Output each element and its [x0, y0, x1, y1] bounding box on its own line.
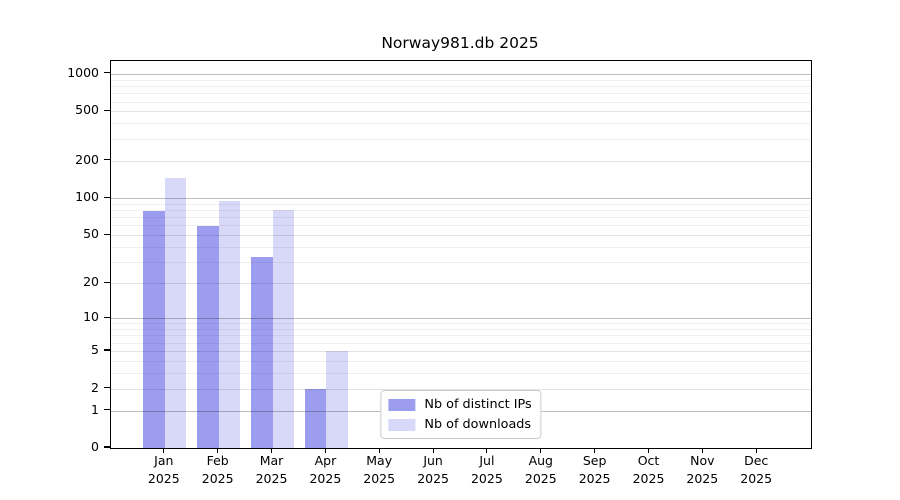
x-tick-mark — [701, 448, 703, 453]
bar-downloads-mar — [272, 210, 294, 448]
x-tick-label: Nov 2025 — [670, 452, 734, 487]
x-tick-mark — [270, 448, 273, 453]
x-tick-year: 2025 — [309, 470, 342, 486]
x-tick-mark — [324, 448, 326, 453]
y-tick-mark — [104, 159, 110, 161]
y-tick-label: 2 — [91, 379, 99, 395]
y-tick-mark — [104, 349, 110, 351]
x-tick-mark — [647, 448, 650, 453]
x-tick-month: Jul — [479, 453, 495, 468]
x-tick-label: May 2025 — [347, 452, 411, 487]
x-tick-mark — [486, 448, 488, 453]
x-tick-month: May — [366, 453, 393, 468]
legend-item-downloads: Nb of downloads — [388, 417, 531, 432]
legend: Nb of distinct IPs Nb of downloads — [380, 390, 542, 439]
y-tick-mark — [104, 72, 110, 74]
bar-layer — [111, 61, 811, 448]
bar-downloads-jan — [164, 178, 187, 448]
x-tick-label: Aug 2025 — [509, 452, 573, 487]
x-tick-month: Feb — [206, 453, 229, 468]
bar-distinct-ips-feb — [197, 226, 219, 448]
x-tick-year: 2025 — [363, 470, 396, 486]
x-tick-month: Dec — [744, 453, 769, 468]
x-tick-label: Jun 2025 — [401, 452, 465, 487]
bar-distinct-ips-mar — [251, 257, 273, 448]
y-tick-label: 5 — [91, 342, 99, 357]
y-tick-label: 50 — [83, 226, 99, 242]
y-tick-label: 10 — [83, 309, 99, 325]
x-tick-year: 2025 — [578, 470, 611, 486]
legend-label-distinct-ips: Nb of distinct IPs — [424, 397, 532, 412]
x-tick-year: 2025 — [417, 470, 449, 486]
legend-swatch-distinct-ips — [388, 398, 416, 411]
x-tick-label: Apr 2025 — [293, 452, 357, 487]
legend-item-distinct-ips: Nb of distinct IPs — [388, 397, 532, 412]
x-tick-label: Feb 2025 — [186, 452, 250, 487]
y-tick-mark — [104, 196, 110, 198]
x-tick-mark — [163, 448, 165, 453]
bar-downloads-feb — [218, 200, 241, 448]
y-tick-mark — [104, 446, 110, 448]
y-tick-mark — [104, 281, 110, 283]
x-tick-mark — [594, 448, 596, 453]
x-tick-month: Jun — [423, 453, 443, 468]
y-tick-mark — [104, 233, 110, 235]
y-tick-mark — [104, 109, 110, 111]
plot-area: Nb of distinct IPs Nb of downloads — [110, 60, 812, 449]
x-tick-year: 2025 — [524, 470, 557, 486]
x-tick-label: Sep 2025 — [563, 452, 627, 487]
legend-swatch-downloads — [388, 418, 416, 431]
x-tick-mark — [540, 448, 542, 453]
bar-distinct-ips-jan — [143, 210, 165, 448]
y-tick-mark — [104, 408, 110, 411]
y-tick-label: 1 — [91, 401, 99, 417]
x-tick-year: 2025 — [740, 470, 773, 486]
x-tick-label: Dec 2025 — [724, 452, 788, 487]
x-tick-month: Nov — [690, 453, 715, 468]
bar-downloads-apr — [326, 351, 348, 448]
x-tick-label: Mar 2025 — [240, 452, 304, 487]
x-tick-mark — [378, 448, 380, 453]
x-tick-month: Jan — [154, 453, 174, 468]
y-tick-mark — [104, 386, 110, 389]
legend-label-downloads: Nb of downloads — [424, 417, 532, 432]
x-tick-mark — [217, 448, 219, 453]
y-tick-label: 100 — [75, 189, 99, 205]
x-tick-year: 2025 — [686, 470, 719, 486]
bar-distinct-ips-apr — [304, 388, 327, 448]
y-tick-label: 0 — [91, 439, 99, 454]
x-tick-month: Oct — [637, 453, 660, 468]
x-tick-month: Apr — [314, 453, 337, 468]
x-tick-year: 2025 — [255, 470, 288, 486]
x-tick-label: Jul 2025 — [455, 452, 519, 487]
y-tick-label: 500 — [75, 102, 99, 118]
x-tick-month: Mar — [259, 453, 284, 468]
x-tick-year: 2025 — [632, 470, 665, 486]
chart-title: Norway981.db 2025 — [381, 34, 539, 52]
y-tick-label: 20 — [83, 274, 99, 290]
y-tick-label: 1000 — [67, 64, 99, 80]
x-tick-mark — [432, 448, 434, 453]
x-tick-month: Sep — [582, 453, 607, 468]
x-tick-year: 2025 — [201, 470, 234, 486]
x-tick-label: Oct 2025 — [617, 452, 681, 487]
x-tick-year: 2025 — [147, 470, 180, 486]
y-tick-label: 200 — [75, 151, 99, 167]
y-tick-mark — [104, 316, 110, 318]
x-tick-label: Jan 2025 — [132, 452, 196, 487]
x-tick-mark — [755, 448, 757, 453]
x-tick-year: 2025 — [470, 470, 503, 486]
x-tick-month: Aug — [528, 453, 553, 468]
